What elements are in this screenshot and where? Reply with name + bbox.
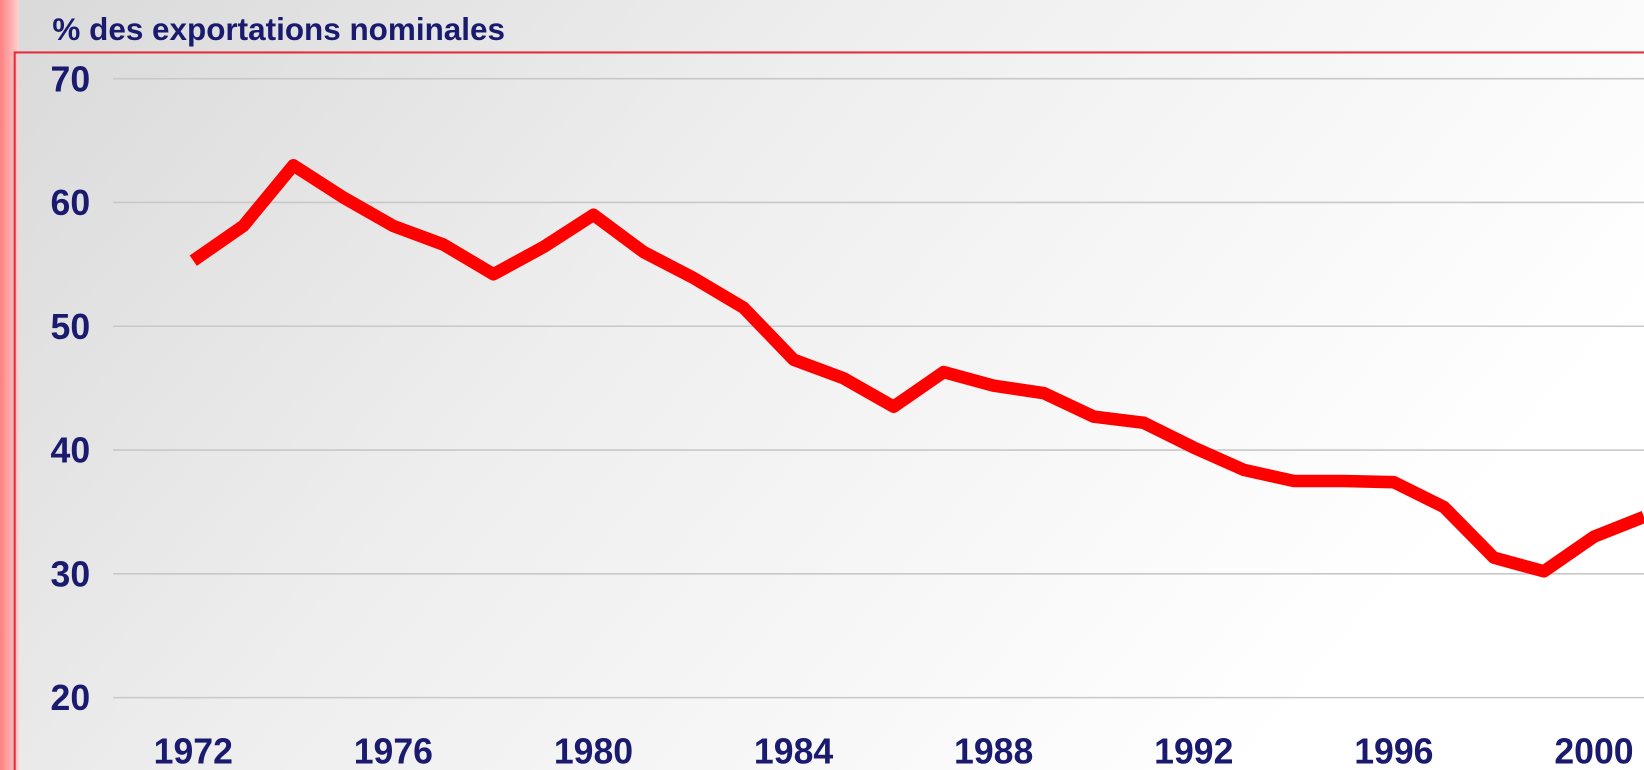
y-tick-label: 30 — [51, 554, 91, 594]
chart-title: % des exportations nominales — [52, 12, 505, 47]
y-tick-label: 60 — [51, 183, 91, 223]
data-line — [189, 159, 1644, 578]
y-tick-label: 40 — [51, 431, 91, 471]
x-tick-label: 1972 — [154, 732, 233, 770]
plot-area: 20 30 40 50 60 70 1972 1976 1980 1984 1988 1992 1996… — [51, 59, 1644, 770]
x-tick-label: 1980 — [554, 732, 633, 770]
x-tick-label: 1984 — [754, 732, 833, 770]
y-tick-label: 70 — [51, 59, 91, 99]
y-tick-label: 50 — [51, 307, 91, 347]
x-tick-label: 2000 — [1554, 732, 1633, 770]
y-tick-label: 20 — [51, 678, 91, 718]
x-tick-label: 1996 — [1354, 732, 1433, 770]
x-tick-label: 1992 — [1154, 732, 1233, 770]
side-stripe — [0, 0, 19, 770]
x-tick-label: 1976 — [354, 732, 433, 770]
frame — [13, 51, 1644, 770]
x-tick-label: 1988 — [954, 732, 1033, 770]
